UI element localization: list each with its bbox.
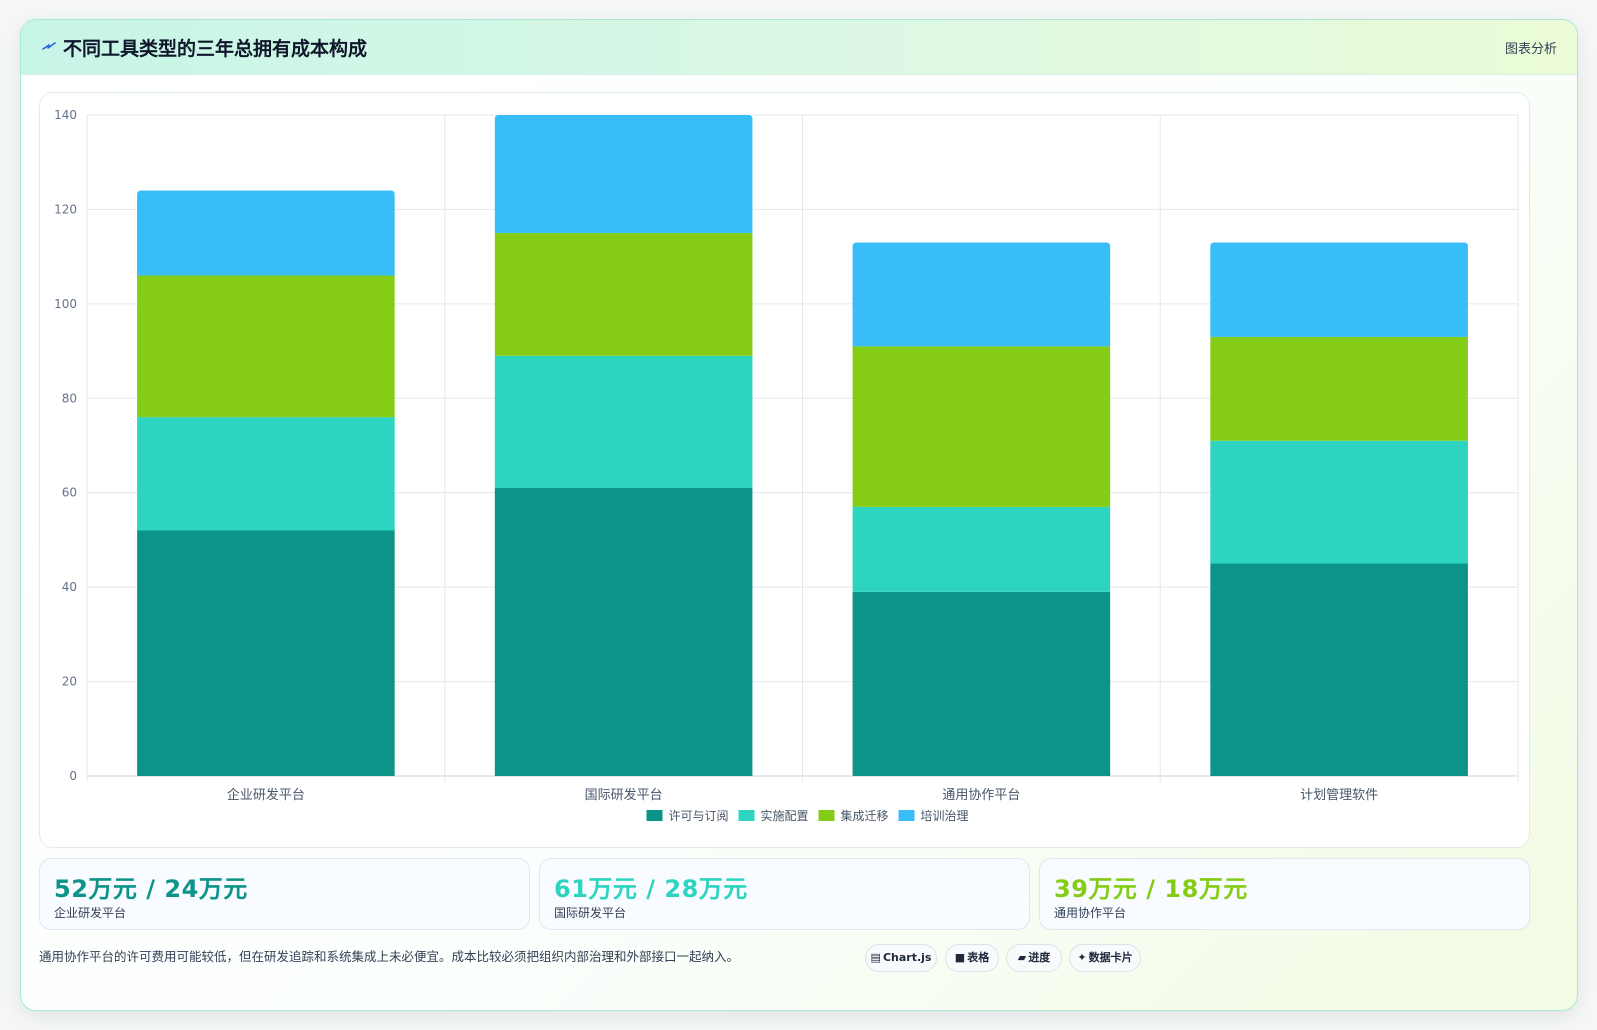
card-icon: ✦ xyxy=(1077,951,1087,964)
chart-icon: ▤ xyxy=(870,951,881,964)
y-tick-label: 120 xyxy=(54,202,77,216)
bar-segment xyxy=(137,417,395,531)
progress-icon: ▰ xyxy=(1017,951,1027,964)
chart-analysis-tag: 图表分析 xyxy=(1504,42,1557,57)
bar-segment xyxy=(852,506,1111,592)
x-tick-label: 企业研发平台 xyxy=(227,787,305,803)
bar-segment xyxy=(494,487,753,776)
card-header: 不同工具类型的三年总拥有成本构成 图表分析 xyxy=(21,20,1577,75)
legend-swatch xyxy=(738,810,755,821)
x-tick-label: 通用协作平台 xyxy=(942,788,1020,803)
x-tick-label: 计划管理软件 xyxy=(1300,788,1378,803)
legend-label: 集成迁移 xyxy=(841,808,889,823)
bar-segment xyxy=(852,242,1111,347)
y-tick-label: 0 xyxy=(69,769,77,783)
bar-segment xyxy=(1210,563,1468,776)
bar-segment xyxy=(137,190,395,276)
stat-label: 企业研发平台 xyxy=(54,906,127,920)
x-tick-label: 国际研发平台 xyxy=(585,787,663,803)
chart-panel: 0 20 40 60 80 100 120 140 企业研发平台 国际研发平台 通用协作平台 计划管理… xyxy=(39,92,1530,848)
stat-value: 52万元 / 24万元 xyxy=(54,875,248,903)
legend-label: 许可与订阅 xyxy=(669,809,729,823)
y-tick-label: 140 xyxy=(54,108,77,122)
table-icon: ■ xyxy=(954,951,966,964)
stacked-bar-chart: 0 20 40 60 80 100 120 140 企业研发平台 国际研发平台 通用协作平台 计划管理… xyxy=(54,108,1519,823)
legend-label: 培训治理 xyxy=(921,808,969,823)
bar-segment xyxy=(494,115,753,234)
y-tick-label: 100 xyxy=(54,297,77,311)
page-title: 不同工具类型的三年总拥有成本构成 xyxy=(63,38,368,60)
bar-segment xyxy=(1210,440,1468,564)
legend-swatch xyxy=(646,810,663,821)
y-tick-label: 20 xyxy=(62,675,77,689)
bar-segment xyxy=(852,346,1111,507)
y-tick-label: 60 xyxy=(62,486,77,500)
chip-table[interactable]: ■ 表格 xyxy=(945,944,999,972)
bar-segment xyxy=(137,530,395,776)
y-tick-label: 40 xyxy=(62,580,77,594)
stat-value: 39万元 / 18万元 xyxy=(1054,875,1248,903)
chip-data-card[interactable]: ✦ 数据卡片 xyxy=(1069,944,1141,972)
bar-segment xyxy=(1210,242,1468,337)
legend-swatch xyxy=(818,810,835,821)
bar-segment xyxy=(494,355,753,488)
chart-card: 不同工具类型的三年总拥有成本构成 图表分析 0 20 40 60 80 100 120 140… xyxy=(20,19,1578,1011)
stat-label: 国际研发平台 xyxy=(554,906,627,920)
chip-progress[interactable]: ▰ 进度 xyxy=(1006,944,1062,972)
stat-card-3: 39万元 / 18万元 通用协作平台 xyxy=(1039,858,1530,930)
legend-label: 实施配置 xyxy=(761,808,809,823)
sparkle-icon xyxy=(42,42,56,50)
legend-swatch xyxy=(898,810,915,821)
stat-card-2: 61万元 / 28万元 国际研发平台 xyxy=(539,858,1030,930)
footnote-text: 通用协作平台的许可费用可能较低，但在研发追踪和系统集成上未必便宜。成本比较必须把… xyxy=(39,949,740,964)
bar-segment xyxy=(494,233,753,356)
stat-card-1: 52万元 / 24万元 企业研发平台 xyxy=(39,858,530,930)
bar-segment xyxy=(1210,336,1468,441)
chip-chartjs[interactable]: ▤ Chart.js xyxy=(865,944,937,972)
bar-segment xyxy=(137,275,395,418)
bar-segment xyxy=(852,591,1111,776)
stat-label: 通用协作平台 xyxy=(1054,906,1127,920)
stat-value: 61万元 / 28万元 xyxy=(554,875,748,903)
y-tick-label: 80 xyxy=(62,391,77,405)
